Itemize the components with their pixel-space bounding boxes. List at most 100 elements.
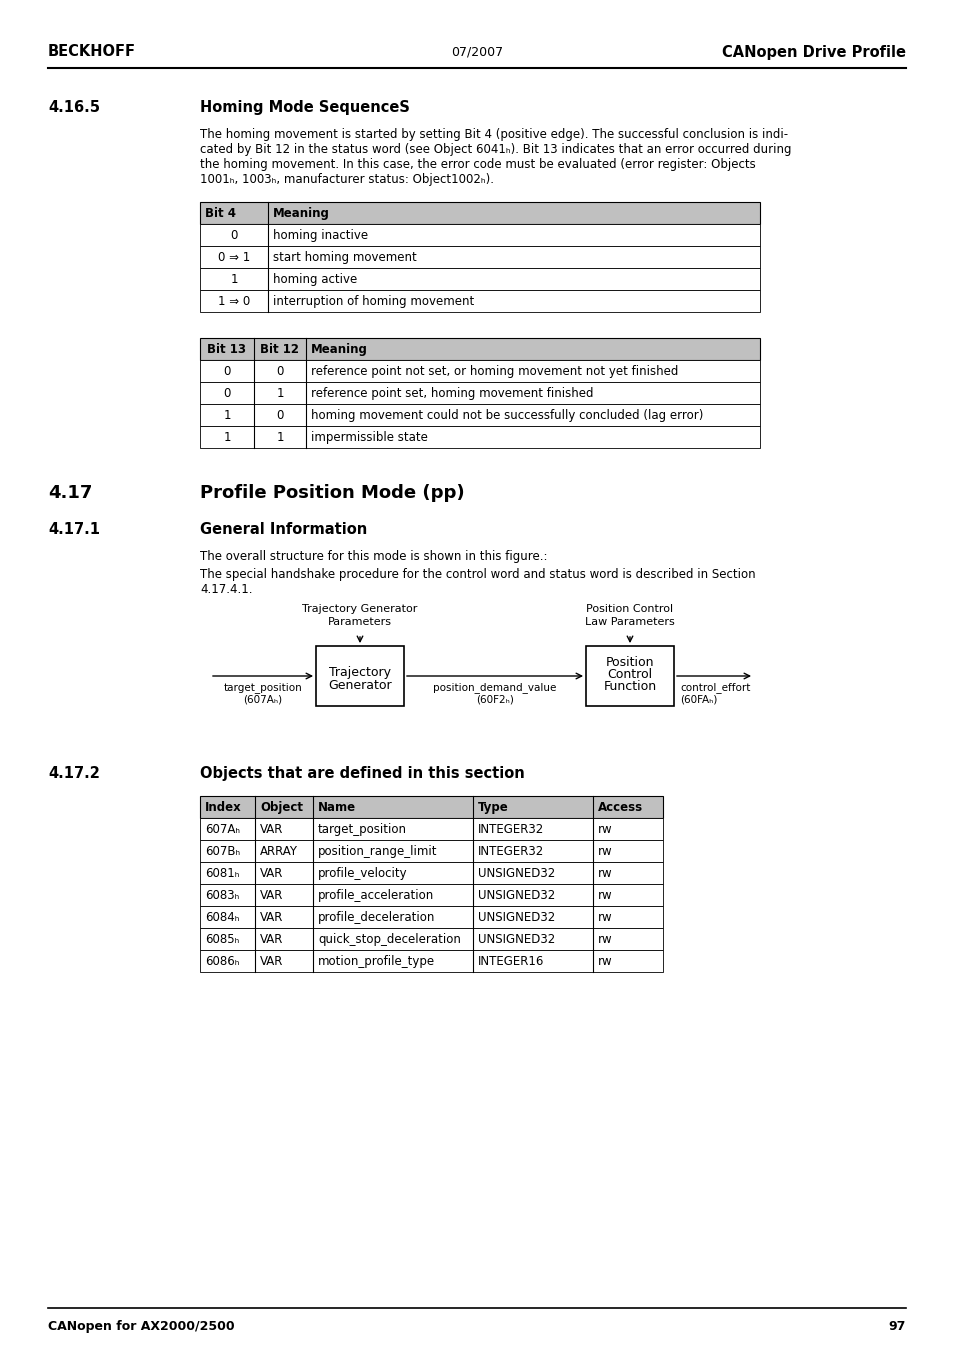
Text: (60FAₕ): (60FAₕ) [679, 694, 717, 703]
Text: Control: Control [607, 668, 652, 680]
Text: 97: 97 [887, 1320, 905, 1332]
Text: rw: rw [598, 867, 612, 880]
Text: 607Aₕ: 607Aₕ [205, 824, 240, 836]
Text: 07/2007: 07/2007 [451, 46, 502, 58]
Text: the homing movement. In this case, the error code must be evaluated (error regis: the homing movement. In this case, the e… [200, 158, 755, 171]
Text: rw: rw [598, 845, 612, 859]
Text: CANopen Drive Profile: CANopen Drive Profile [721, 45, 905, 59]
Text: rw: rw [598, 954, 612, 968]
Text: profile_acceleration: profile_acceleration [317, 890, 434, 902]
Text: cated by Bit 12 in the status word (see Object 6041ₕ). Bit 13 indicates that an : cated by Bit 12 in the status word (see … [200, 143, 791, 157]
Text: target_position: target_position [317, 824, 407, 836]
Text: 1: 1 [223, 431, 231, 444]
Text: Name: Name [317, 801, 355, 814]
Text: VAR: VAR [260, 954, 283, 968]
Text: The homing movement is started by setting Bit 4 (positive edge). The successful : The homing movement is started by settin… [200, 128, 787, 140]
Text: 6083ₕ: 6083ₕ [205, 890, 239, 902]
Text: rw: rw [598, 911, 612, 923]
Text: Index: Index [205, 801, 241, 814]
Text: 0 ⇒ 1: 0 ⇒ 1 [217, 251, 250, 265]
Bar [200, 906, 662, 927]
Text: homing inactive: homing inactive [273, 230, 368, 242]
Text: Profile Position Mode (pp): Profile Position Mode (pp) [200, 485, 464, 502]
Bar [200, 840, 662, 863]
Text: 1001ₕ, 1003ₕ, manufacturer status: Object1002ₕ).: 1001ₕ, 1003ₕ, manufacturer status: Objec… [200, 173, 494, 186]
Text: Bit 4: Bit 4 [205, 207, 235, 220]
Text: profile_velocity: profile_velocity [317, 867, 407, 880]
Text: VAR: VAR [260, 867, 283, 880]
Text: 0: 0 [276, 409, 283, 423]
Bar [200, 884, 662, 906]
Text: UNSIGNED32: UNSIGNED32 [477, 911, 555, 923]
Text: reference point set, homing movement finished: reference point set, homing movement fin… [311, 387, 593, 400]
Bar [200, 202, 760, 224]
Bar [585, 647, 673, 706]
Text: VAR: VAR [260, 824, 283, 836]
Bar [200, 360, 760, 382]
Text: Trajectory Generator: Trajectory Generator [302, 603, 417, 614]
Text: 6084ₕ: 6084ₕ [205, 911, 239, 923]
Bar [200, 338, 760, 360]
Text: INTEGER32: INTEGER32 [477, 824, 543, 836]
Text: Objects that are defined in this section: Objects that are defined in this section [200, 765, 524, 782]
Text: 4.17.1: 4.17.1 [48, 522, 100, 537]
Bar [200, 224, 760, 246]
Text: 4.17.2: 4.17.2 [48, 765, 100, 782]
Text: VAR: VAR [260, 933, 283, 946]
Text: The special handshake procedure for the control word and status word is describe: The special handshake procedure for the … [200, 568, 755, 580]
Text: 4.17.4.1.: 4.17.4.1. [200, 583, 253, 595]
Text: start homing movement: start homing movement [273, 251, 416, 265]
Text: position_range_limit: position_range_limit [317, 845, 437, 859]
Text: Access: Access [598, 801, 642, 814]
Text: BECKHOFF: BECKHOFF [48, 45, 136, 59]
Bar [315, 647, 403, 706]
Text: rw: rw [598, 933, 612, 946]
Text: VAR: VAR [260, 911, 283, 923]
Text: 1 ⇒ 0: 1 ⇒ 0 [217, 296, 250, 308]
Text: interruption of homing movement: interruption of homing movement [273, 296, 474, 308]
Text: target_position: target_position [223, 682, 302, 693]
Text: 0: 0 [223, 387, 231, 400]
Text: The overall structure for this mode is shown in this figure.:: The overall structure for this mode is s… [200, 549, 547, 563]
Bar [200, 427, 760, 448]
Text: 4.17: 4.17 [48, 485, 92, 502]
Text: INTEGER16: INTEGER16 [477, 954, 544, 968]
Text: rw: rw [598, 890, 612, 902]
Text: 6081ₕ: 6081ₕ [205, 867, 239, 880]
Bar [200, 269, 760, 290]
Bar [200, 863, 662, 884]
Text: Parameters: Parameters [328, 617, 392, 626]
Bar [200, 927, 662, 950]
Text: INTEGER32: INTEGER32 [477, 845, 543, 859]
Text: CANopen for AX2000/2500: CANopen for AX2000/2500 [48, 1320, 234, 1332]
Text: (60F2ₕ): (60F2ₕ) [476, 694, 514, 703]
Text: motion_profile_type: motion_profile_type [317, 954, 435, 968]
Text: Type: Type [477, 801, 508, 814]
Bar [200, 246, 760, 269]
Text: UNSIGNED32: UNSIGNED32 [477, 933, 555, 946]
Text: 1: 1 [223, 409, 231, 423]
Text: homing movement could not be successfully concluded (lag error): homing movement could not be successfull… [311, 409, 702, 423]
Text: position_demand_value: position_demand_value [433, 682, 557, 693]
Text: homing active: homing active [273, 273, 356, 286]
Bar [200, 796, 662, 818]
Text: Generator: Generator [328, 679, 392, 693]
Text: Function: Function [603, 680, 656, 693]
Text: 1: 1 [230, 273, 237, 286]
Text: Homing Mode SequenceS: Homing Mode SequenceS [200, 100, 410, 115]
Text: rw: rw [598, 824, 612, 836]
Text: Meaning: Meaning [311, 343, 368, 356]
Bar [200, 290, 760, 312]
Text: 607Bₕ: 607Bₕ [205, 845, 240, 859]
Text: reference point not set, or homing movement not yet finished: reference point not set, or homing movem… [311, 364, 678, 378]
Text: control_effort: control_effort [679, 682, 750, 693]
Text: 0: 0 [276, 364, 283, 378]
Text: 6086ₕ: 6086ₕ [205, 954, 239, 968]
Text: ARRAY: ARRAY [260, 845, 297, 859]
Text: 4.16.5: 4.16.5 [48, 100, 100, 115]
Text: UNSIGNED32: UNSIGNED32 [477, 890, 555, 902]
Text: Position: Position [605, 656, 654, 670]
Bar [200, 404, 760, 427]
Text: VAR: VAR [260, 890, 283, 902]
Text: (607Aₕ): (607Aₕ) [243, 694, 282, 703]
